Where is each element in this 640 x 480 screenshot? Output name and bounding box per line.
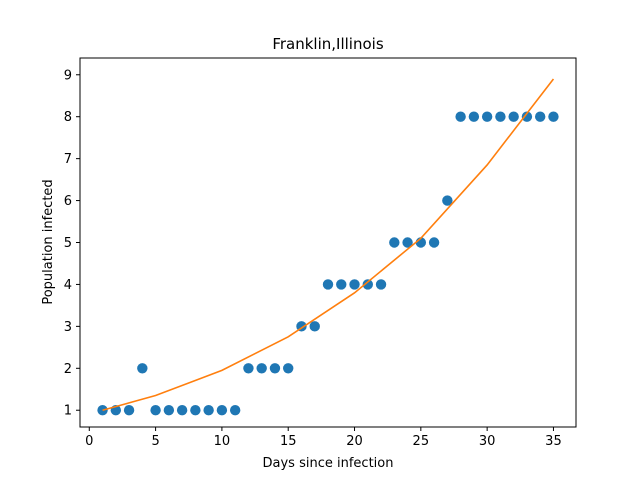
scatter-point <box>375 279 387 290</box>
y-tick-label: 1 <box>64 404 72 419</box>
scatter-point <box>508 111 519 122</box>
x-axis: 0 5 10 15 20 25 30 35 <box>85 427 562 449</box>
y-axis-label: Population infected <box>41 179 56 304</box>
scatter-point <box>481 111 493 122</box>
scatter-point <box>283 363 294 374</box>
x-tick-label: 15 <box>280 434 297 449</box>
scatter-point <box>123 405 135 416</box>
x-tick-label: 35 <box>545 434 562 449</box>
y-tick-label: 6 <box>64 194 72 209</box>
scatter-point <box>521 111 533 122</box>
scatter-point <box>349 279 360 290</box>
scatter-point <box>468 111 480 122</box>
scatter-point <box>428 237 440 248</box>
y-tick-label: 3 <box>64 320 72 335</box>
x-tick-label: 5 <box>151 434 159 449</box>
x-tick-label: 0 <box>85 434 93 449</box>
scatter-point <box>229 405 241 416</box>
x-axis-label: Days since infection <box>263 456 394 471</box>
x-tick-label: 20 <box>346 434 363 449</box>
scatter-point <box>336 279 347 290</box>
x-tick-label: 30 <box>479 434 496 449</box>
y-tick-label: 7 <box>64 152 72 167</box>
scatter-point <box>243 363 254 374</box>
scatter-point <box>269 363 281 374</box>
scatter-point <box>495 111 506 122</box>
x-tick-label: 25 <box>413 434 430 449</box>
scatter-point <box>309 321 320 332</box>
chart-title: Franklin,Illinois <box>272 35 383 53</box>
scatter-point <box>190 405 201 416</box>
scatter-point <box>534 111 546 122</box>
y-axis: 1 2 3 4 5 6 7 8 9 <box>64 68 80 419</box>
y-tick-label: 9 <box>64 68 72 83</box>
y-tick-label: 4 <box>64 278 72 293</box>
scatter-point <box>256 363 267 374</box>
scatter-point <box>442 195 453 206</box>
y-tick-label: 5 <box>64 236 72 251</box>
scatter-point <box>137 363 148 374</box>
scatter-point <box>362 279 373 290</box>
y-tick-label: 8 <box>64 110 72 125</box>
y-tick-label: 2 <box>64 362 72 377</box>
scatter-point <box>150 405 161 416</box>
scatter-point <box>455 111 466 122</box>
fit-line <box>102 78 555 412</box>
scatter-point <box>216 405 228 416</box>
scatter-point <box>548 111 559 122</box>
plot-area <box>97 78 559 416</box>
x-tick-label: 10 <box>214 434 231 449</box>
scatter-point <box>322 279 334 290</box>
scatter-point <box>176 405 188 416</box>
scatter-point <box>389 237 400 248</box>
scatter-point <box>203 405 214 416</box>
scatter-point <box>163 405 175 416</box>
scatter-point <box>402 237 413 248</box>
